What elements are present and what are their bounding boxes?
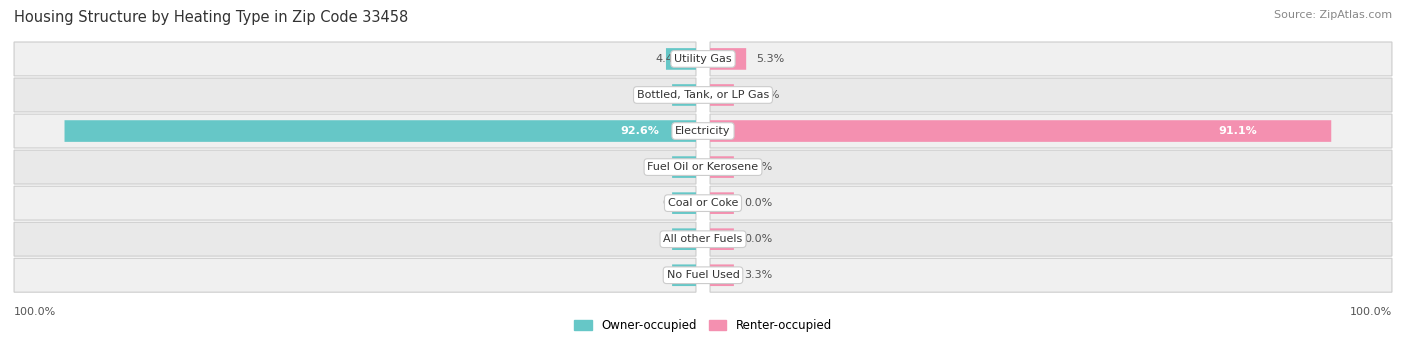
Text: 0.63%: 0.63% (662, 90, 697, 100)
FancyBboxPatch shape (710, 48, 747, 70)
FancyBboxPatch shape (710, 264, 734, 286)
Text: 4.4%: 4.4% (655, 54, 685, 64)
Text: 2.1%: 2.1% (662, 270, 690, 280)
Text: Utility Gas: Utility Gas (675, 54, 731, 64)
FancyBboxPatch shape (710, 222, 1392, 256)
Text: Bottled, Tank, or LP Gas: Bottled, Tank, or LP Gas (637, 90, 769, 100)
FancyBboxPatch shape (65, 120, 696, 142)
Text: 0.28%: 0.28% (744, 90, 779, 100)
FancyBboxPatch shape (710, 120, 1331, 142)
Text: 0.16%: 0.16% (662, 162, 697, 172)
FancyBboxPatch shape (14, 114, 696, 148)
Legend: Owner-occupied, Renter-occupied: Owner-occupied, Renter-occupied (574, 319, 832, 332)
FancyBboxPatch shape (710, 84, 734, 106)
Text: 100.0%: 100.0% (1350, 307, 1392, 317)
Text: 91.1%: 91.1% (1218, 126, 1257, 136)
FancyBboxPatch shape (710, 78, 1392, 112)
FancyBboxPatch shape (710, 114, 1392, 148)
Text: No Fuel Used: No Fuel Used (666, 270, 740, 280)
Text: Fuel Oil or Kerosene: Fuel Oil or Kerosene (647, 162, 759, 172)
FancyBboxPatch shape (14, 78, 696, 112)
FancyBboxPatch shape (710, 228, 734, 250)
FancyBboxPatch shape (14, 42, 696, 76)
Text: 3.3%: 3.3% (744, 270, 772, 280)
Text: 0.0%: 0.0% (744, 162, 772, 172)
Text: 0.0%: 0.0% (744, 234, 772, 244)
FancyBboxPatch shape (666, 48, 696, 70)
FancyBboxPatch shape (14, 186, 696, 220)
FancyBboxPatch shape (710, 186, 1392, 220)
FancyBboxPatch shape (14, 150, 696, 184)
Text: Electricity: Electricity (675, 126, 731, 136)
Text: Coal or Coke: Coal or Coke (668, 198, 738, 208)
Text: Housing Structure by Heating Type in Zip Code 33458: Housing Structure by Heating Type in Zip… (14, 10, 408, 25)
Text: All other Fuels: All other Fuels (664, 234, 742, 244)
FancyBboxPatch shape (710, 258, 1392, 292)
FancyBboxPatch shape (710, 42, 1392, 76)
Text: 5.3%: 5.3% (756, 54, 785, 64)
FancyBboxPatch shape (14, 222, 696, 256)
FancyBboxPatch shape (710, 150, 1392, 184)
FancyBboxPatch shape (672, 84, 696, 106)
Text: 0.0%: 0.0% (662, 198, 690, 208)
FancyBboxPatch shape (710, 156, 734, 178)
FancyBboxPatch shape (672, 156, 696, 178)
Text: 0.0%: 0.0% (744, 198, 772, 208)
FancyBboxPatch shape (672, 192, 696, 214)
FancyBboxPatch shape (710, 192, 734, 214)
FancyBboxPatch shape (672, 228, 696, 250)
Text: 100.0%: 100.0% (14, 307, 56, 317)
Text: 0.21%: 0.21% (662, 234, 697, 244)
Text: 92.6%: 92.6% (620, 126, 659, 136)
FancyBboxPatch shape (14, 258, 696, 292)
FancyBboxPatch shape (672, 264, 696, 286)
Text: Source: ZipAtlas.com: Source: ZipAtlas.com (1274, 10, 1392, 20)
